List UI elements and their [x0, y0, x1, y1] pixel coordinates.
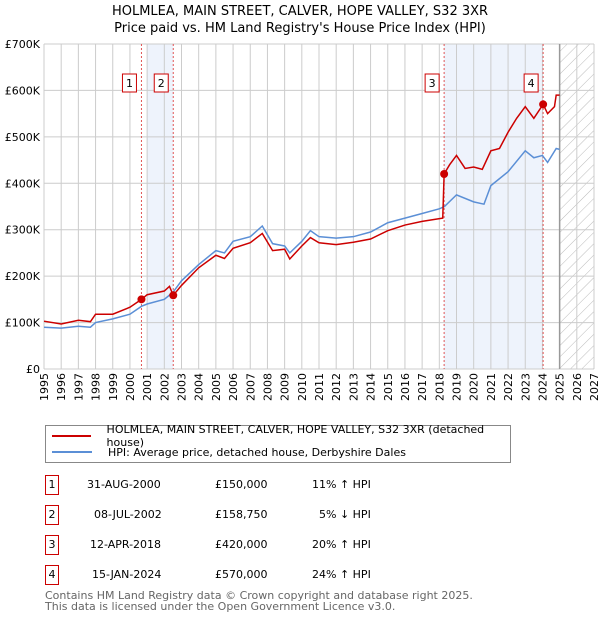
sale-point: [137, 295, 146, 304]
y-tick-label: £200K: [5, 270, 41, 283]
x-tick-label: 2011: [313, 373, 326, 401]
footer-line-2: This data is licensed under the Open Gov…: [45, 600, 396, 613]
sale-row: 1 31-AUG-2000 £150,000 11% ↑ HPI: [45, 475, 545, 495]
sale-label-box: [121, 73, 137, 93]
sale-hpi: 20% ↑ HPI: [312, 538, 371, 551]
legend-swatch-hpi: [52, 451, 92, 453]
sale-row: 2 08-JUL-2002 £158,750 5% ↓ HPI: [45, 505, 545, 525]
legend: HOLMLEA, MAIN STREET, CALVER, HOPE VALLE…: [45, 423, 511, 463]
y-tick-label: £100K: [5, 317, 41, 330]
sale-point: [440, 170, 449, 178]
sale-date: 12-APR-2018: [90, 538, 162, 551]
legend-label-hpi: HPI: Average price, detached house, Derb…: [108, 445, 406, 459]
y-tick-label: £300K: [5, 224, 41, 237]
x-tick-label: 2012: [330, 373, 343, 401]
sale-point: [539, 100, 548, 109]
footer-line-1: Contains HM Land Registry data © Crown c…: [45, 589, 473, 602]
x-tick-label: 2016: [399, 373, 412, 401]
y-tick-label: £500K: [5, 131, 41, 144]
x-tick-label: 2005: [210, 373, 223, 401]
x-tick-label: 2000: [124, 373, 137, 401]
x-tick-label: 2003: [176, 373, 189, 401]
chart-subtitle: Price paid vs. HM Land Registry's House …: [114, 21, 486, 36]
property-price-line: [43, 94, 560, 325]
y-tick-label: £600K: [5, 84, 41, 97]
x-tick-label: 2017: [416, 373, 429, 401]
sale-row: 4 15-JAN-2024 £570,000 24% ↑ HPI: [45, 565, 545, 585]
sale-label-box: [153, 73, 169, 93]
sale-price: £570,000: [215, 568, 268, 581]
x-tick-label: 2004: [193, 373, 206, 401]
sale-number: 1: [45, 475, 59, 495]
sale-label: 4: [528, 77, 535, 90]
x-tick-label: 2023: [519, 373, 532, 401]
sale-price: £158,750: [215, 508, 268, 521]
x-tick-label: 2010: [296, 373, 309, 401]
sale-row: 3 12-APR-2018 £420,000 20% ↑ HPI: [45, 535, 545, 555]
sale-hpi: 24% ↑ HPI: [312, 568, 371, 581]
x-tick-label: 2007: [244, 373, 257, 401]
sale-number: 4: [45, 565, 59, 585]
x-tick-label: 2008: [261, 373, 274, 401]
x-tick-label: 2015: [382, 373, 395, 401]
x-tick-label: 1996: [55, 373, 68, 401]
legend-label-property: HOLMLEA, MAIN STREET, CALVER, HOPE VALLE…: [106, 423, 485, 449]
x-tick-label: 2009: [279, 373, 292, 401]
sale-number: 3: [45, 535, 59, 555]
sale-number: 2: [45, 505, 59, 525]
chart-title: HOLMLEA, MAIN STREET, CALVER, HOPE VALLE…: [111, 4, 489, 19]
y-tick-label: £0: [26, 363, 40, 376]
x-tick-label: 2024: [536, 373, 549, 401]
x-tick-label: 2020: [468, 373, 481, 401]
x-tick-label: 2013: [347, 373, 360, 401]
x-tick-label: 2019: [451, 373, 464, 401]
x-tick-label: 2018: [433, 373, 446, 401]
footer: Contains HM Land Registry data © Crown c…: [45, 590, 473, 612]
x-tick-label: 1997: [72, 373, 85, 401]
x-tick-label: 2027: [588, 373, 600, 401]
x-tick-label: 2002: [158, 373, 171, 401]
x-tick-label: 2001: [141, 373, 154, 401]
sale-date: 31-AUG-2000: [87, 478, 161, 491]
sale-label: 1: [126, 77, 133, 90]
shaded-period: [147, 44, 174, 369]
price-chart: 1995 1996 1997 1998 1999 2000 2001 2002 2003 2004…: [5, 38, 600, 401]
sale-date: 15-JAN-2024: [92, 568, 162, 581]
shaded-period: [444, 44, 544, 369]
sale-hpi: 11% ↑ HPI: [312, 478, 371, 491]
x-tick-label: 2014: [365, 373, 378, 401]
x-tick-label: 1999: [107, 373, 120, 401]
sale-label: 3: [429, 77, 436, 90]
sale-date: 08-JUL-2002: [94, 508, 162, 521]
x-tick-label: 2022: [502, 373, 515, 401]
x-tick-label: 2025: [554, 373, 567, 401]
sale-label-box: [523, 73, 539, 93]
x-tick-label: 2006: [227, 373, 240, 401]
legend-swatch-property: [52, 435, 91, 437]
sale-point: [169, 291, 178, 300]
x-tick-label: 2026: [571, 373, 584, 401]
sale-price: £150,000: [215, 478, 268, 491]
sale-hpi: 5% ↓ HPI: [319, 508, 371, 521]
x-tick-label: 2021: [485, 373, 498, 401]
hpi-line: [43, 147, 560, 329]
sale-label-box: [424, 73, 440, 93]
x-tick-label: 1998: [90, 373, 103, 401]
y-tick-label: £700K: [5, 38, 41, 51]
sale-label: 2: [158, 77, 165, 90]
x-tick-label: 1995: [38, 373, 51, 401]
sale-price: £420,000: [215, 538, 268, 551]
y-tick-label: £400K: [5, 177, 41, 190]
